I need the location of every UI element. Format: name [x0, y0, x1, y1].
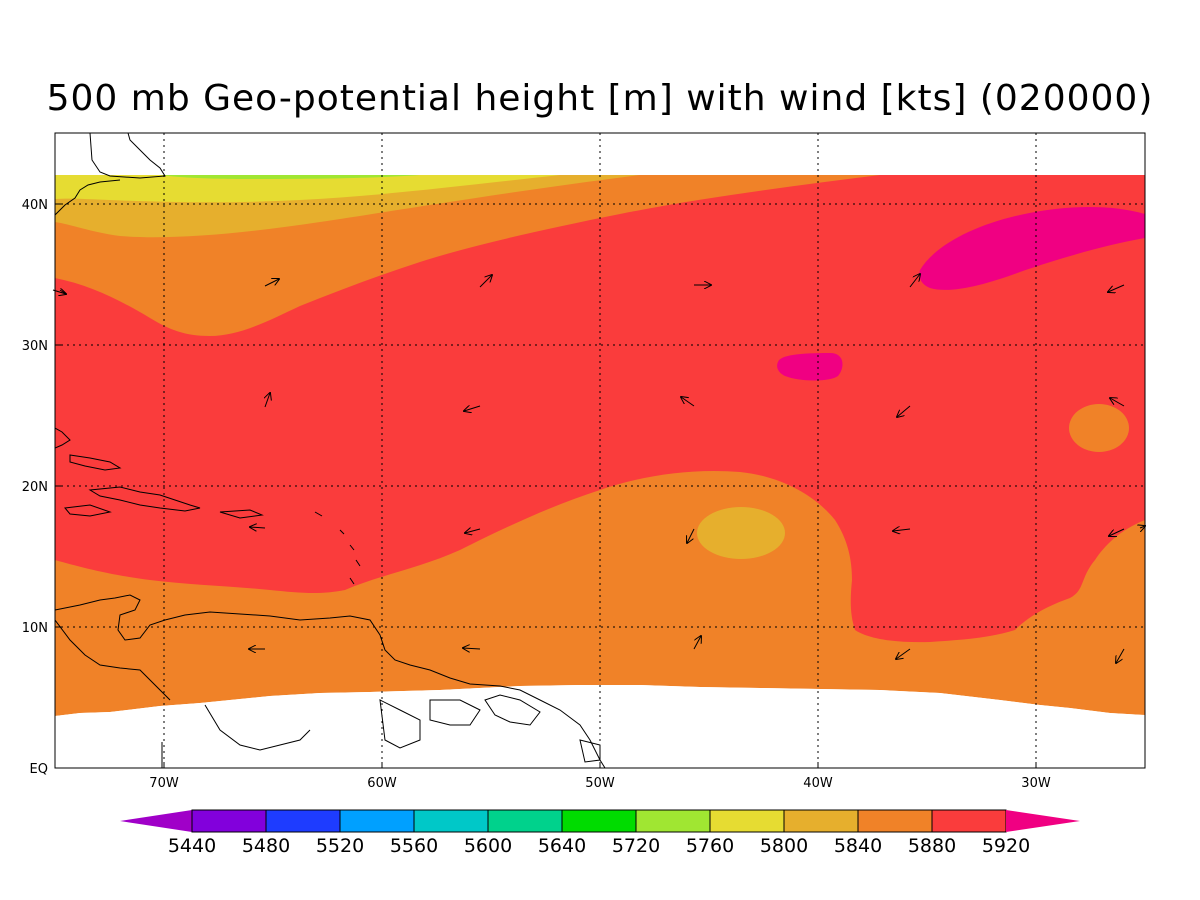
colorbar-label: 5720 — [612, 835, 660, 857]
wind-arrow — [909, 274, 920, 288]
wind-arrow — [1140, 526, 1145, 528]
colorbar-label: 5640 — [538, 835, 586, 857]
contour-5720-5760 — [160, 175, 420, 179]
lat-label: 40N — [22, 198, 48, 213]
colorbar-swatch — [561, 809, 637, 833]
lat-label: EQ — [30, 762, 48, 777]
colorbar-labels: 5440 5480 5520 5560 5600 5640 5720 5760 5800 5840… — [168, 835, 1030, 857]
colorbar-swatch — [191, 809, 267, 833]
colorbar-swatch — [931, 809, 1007, 833]
missing-data-south — [55, 685, 1145, 768]
wind-arrow — [464, 406, 481, 411]
contour-5800-blob — [697, 507, 785, 559]
contour-5880-5920 — [55, 175, 1145, 643]
colorbar-label: 5760 — [686, 835, 734, 857]
coastlines — [55, 133, 606, 768]
wind-arrow — [687, 528, 695, 543]
colorbar-label: 5520 — [316, 835, 364, 857]
longitude-labels: 70W 60W 50W 40W 30W — [149, 776, 1051, 791]
wind-arrow — [1109, 528, 1125, 536]
wind-arrow — [693, 636, 701, 650]
colorbar-label: 5480 — [242, 835, 290, 857]
colorbar-label: 5440 — [168, 835, 216, 857]
axis-ticks — [55, 203, 1037, 769]
colorbar-swatch — [709, 809, 785, 833]
latitude-labels: 40N 30N 20N 10N EQ — [22, 198, 48, 777]
colorbar-label: 5920 — [982, 835, 1030, 857]
colorbar-swatch — [339, 809, 415, 833]
wind-arrow — [897, 405, 911, 417]
wind-arrow — [463, 648, 481, 649]
lon-label: 40W — [803, 776, 833, 791]
contour-5840-blob-east — [1069, 404, 1129, 452]
colorbar-extend-high — [1006, 810, 1080, 832]
graticule — [55, 133, 1145, 768]
wind-arrow — [1108, 284, 1125, 292]
colorbar-swatch — [413, 809, 489, 833]
wind-arrow — [1110, 398, 1125, 407]
colorbar-swatch — [487, 809, 563, 833]
colorbar — [120, 809, 1080, 833]
wind-arrow — [264, 279, 279, 287]
colorbar-swatch — [783, 809, 859, 833]
contour-5760-5800 — [55, 175, 560, 203]
wind-arrow — [479, 275, 492, 288]
wind-arrow — [893, 529, 911, 531]
lon-label: 70W — [149, 776, 179, 791]
lon-label: 30W — [1021, 776, 1051, 791]
wind-arrow — [896, 648, 911, 659]
colorbar-label: 5840 — [834, 835, 882, 857]
lat-label: 20N — [22, 480, 48, 495]
lon-label: 50W — [585, 776, 615, 791]
wind-vectors — [52, 274, 1145, 663]
shaded-field — [55, 133, 1145, 768]
contour-5920-high-east — [919, 206, 1145, 290]
colorbar-label: 5560 — [390, 835, 438, 857]
lon-label: 60W — [367, 776, 397, 791]
colorbar-label: 5600 — [464, 835, 512, 857]
wind-arrow — [681, 397, 695, 407]
map-title: 500 mb Geo-potential height [m] with win… — [46, 78, 1154, 119]
lat-label: 30N — [22, 339, 48, 354]
contour-5920-high-center — [777, 353, 843, 381]
wind-arrow — [465, 529, 481, 533]
colorbar-extend-low — [120, 810, 192, 832]
wind-arrow — [265, 393, 270, 408]
colorbar-swatch — [857, 809, 933, 833]
lat-label: 10N — [22, 621, 48, 636]
wind-arrow — [1116, 648, 1125, 663]
colorbar-swatch — [265, 809, 341, 833]
wind-arrow — [250, 527, 266, 528]
colorbar-swatch — [635, 809, 711, 833]
colorbar-label: 5880 — [908, 835, 956, 857]
colorbar-label: 5800 — [760, 835, 808, 857]
